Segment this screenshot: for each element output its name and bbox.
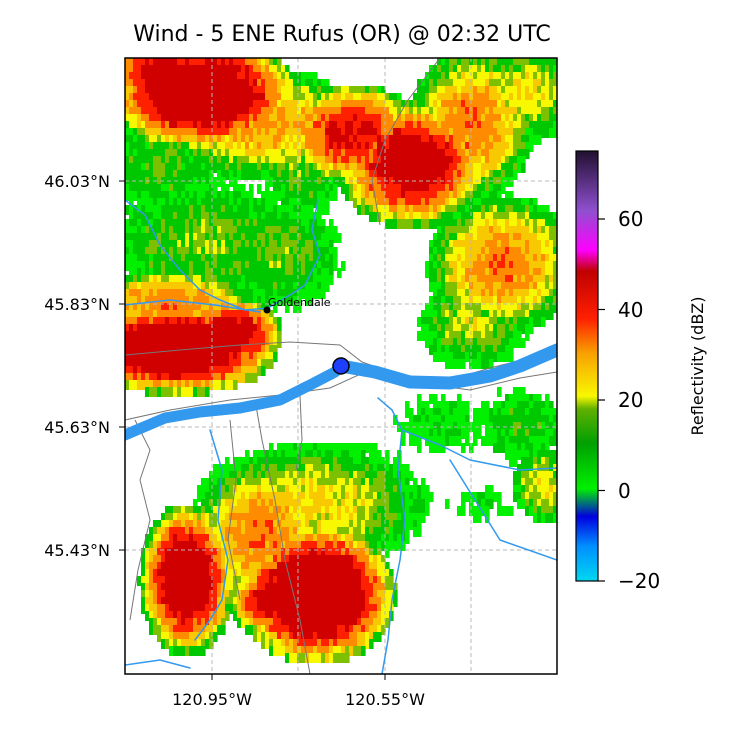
colorbar-tick-label: 60: [618, 207, 643, 231]
columbia-river-east: [334, 343, 557, 390]
colorbar-tick-label: 20: [618, 388, 643, 412]
reflectivity-echoes: [125, 58, 557, 663]
colorbar-ticks: [598, 218, 605, 582]
colorbar: −20 0 20 40 60 Reflectivity (dBZ): [575, 150, 707, 593]
lat-tick-label: 45.83°N: [44, 295, 110, 314]
colorbar-label: Reflectivity (dBZ): [688, 297, 707, 436]
radar-site-marker: [332, 357, 350, 375]
lat-tick-label: 46.03°N: [44, 172, 110, 191]
rivers: [125, 199, 557, 674]
lon-axis: 120.95°W 120.55°W: [172, 674, 425, 709]
map-panel: Goldendale: [124, 57, 558, 675]
map-title: Wind - 5 ENE Rufus (OR) @ 02:32 UTC: [133, 22, 551, 47]
colorbar-tick-label: 40: [618, 298, 643, 322]
county-borders: [125, 58, 557, 674]
lat-tick-label: 45.63°N: [44, 418, 110, 437]
lat-tick-label: 45.43°N: [44, 541, 110, 560]
gridlines: [125, 58, 557, 674]
colorbar-gradient: [575, 150, 599, 582]
lon-tick-label: 120.95°W: [172, 690, 252, 709]
city-label: Goldendale: [268, 296, 331, 309]
columbia-river: [125, 360, 347, 441]
lon-tick-label: 120.55°W: [345, 690, 425, 709]
colorbar-tick-label: −20: [618, 569, 660, 593]
lat-axis: 46.03°N 45.83°N 45.63°N 45.43°N: [44, 172, 125, 560]
goldendale-marker: [263, 306, 271, 314]
colorbar-tick-label: 0: [618, 479, 631, 503]
